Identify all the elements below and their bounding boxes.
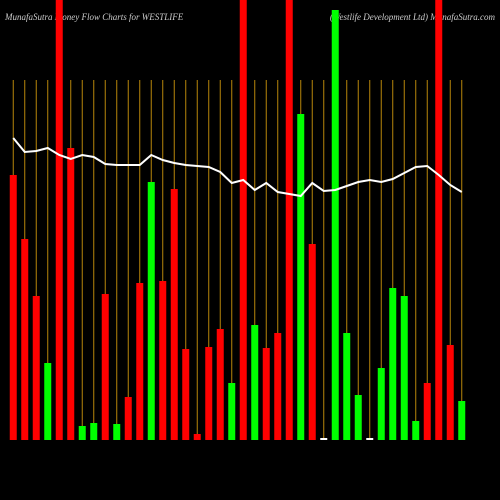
bar bbox=[343, 333, 351, 440]
bar bbox=[274, 333, 282, 440]
bar bbox=[182, 349, 190, 440]
bar bbox=[44, 363, 52, 440]
bar bbox=[147, 182, 155, 440]
bar bbox=[320, 438, 328, 440]
bar bbox=[67, 148, 75, 440]
bar bbox=[113, 424, 121, 440]
bar bbox=[412, 421, 420, 440]
bar bbox=[32, 296, 40, 440]
bar bbox=[55, 0, 63, 440]
bar bbox=[124, 397, 132, 440]
bar bbox=[136, 283, 144, 440]
bar bbox=[228, 383, 236, 440]
bar bbox=[389, 288, 397, 440]
bar bbox=[354, 395, 362, 440]
bar bbox=[446, 345, 454, 440]
bar bbox=[251, 325, 259, 440]
bar bbox=[21, 239, 29, 440]
bar bbox=[458, 401, 466, 440]
money-flow-line bbox=[12, 137, 463, 198]
chart-title: MunafaSutra Money Flow Charts for WESTLI… bbox=[4, 12, 184, 22]
bar bbox=[9, 175, 17, 440]
bar bbox=[78, 426, 86, 440]
bar bbox=[159, 281, 167, 440]
bar bbox=[205, 347, 213, 440]
chart-subtitle: (Westlife Development Ltd) MunafaSutra.c… bbox=[330, 12, 496, 22]
bar bbox=[170, 189, 178, 440]
bar bbox=[297, 114, 305, 440]
bar bbox=[262, 348, 270, 440]
bar bbox=[423, 383, 431, 440]
bar bbox=[285, 0, 293, 440]
bar bbox=[400, 296, 408, 440]
bar bbox=[90, 423, 98, 440]
bar bbox=[193, 434, 201, 440]
bar bbox=[331, 10, 339, 440]
bar bbox=[435, 0, 443, 440]
bar bbox=[216, 329, 224, 440]
bar bbox=[239, 0, 247, 440]
bar bbox=[377, 368, 385, 440]
bar bbox=[366, 438, 374, 440]
bar bbox=[308, 244, 316, 440]
bar bbox=[101, 294, 109, 440]
